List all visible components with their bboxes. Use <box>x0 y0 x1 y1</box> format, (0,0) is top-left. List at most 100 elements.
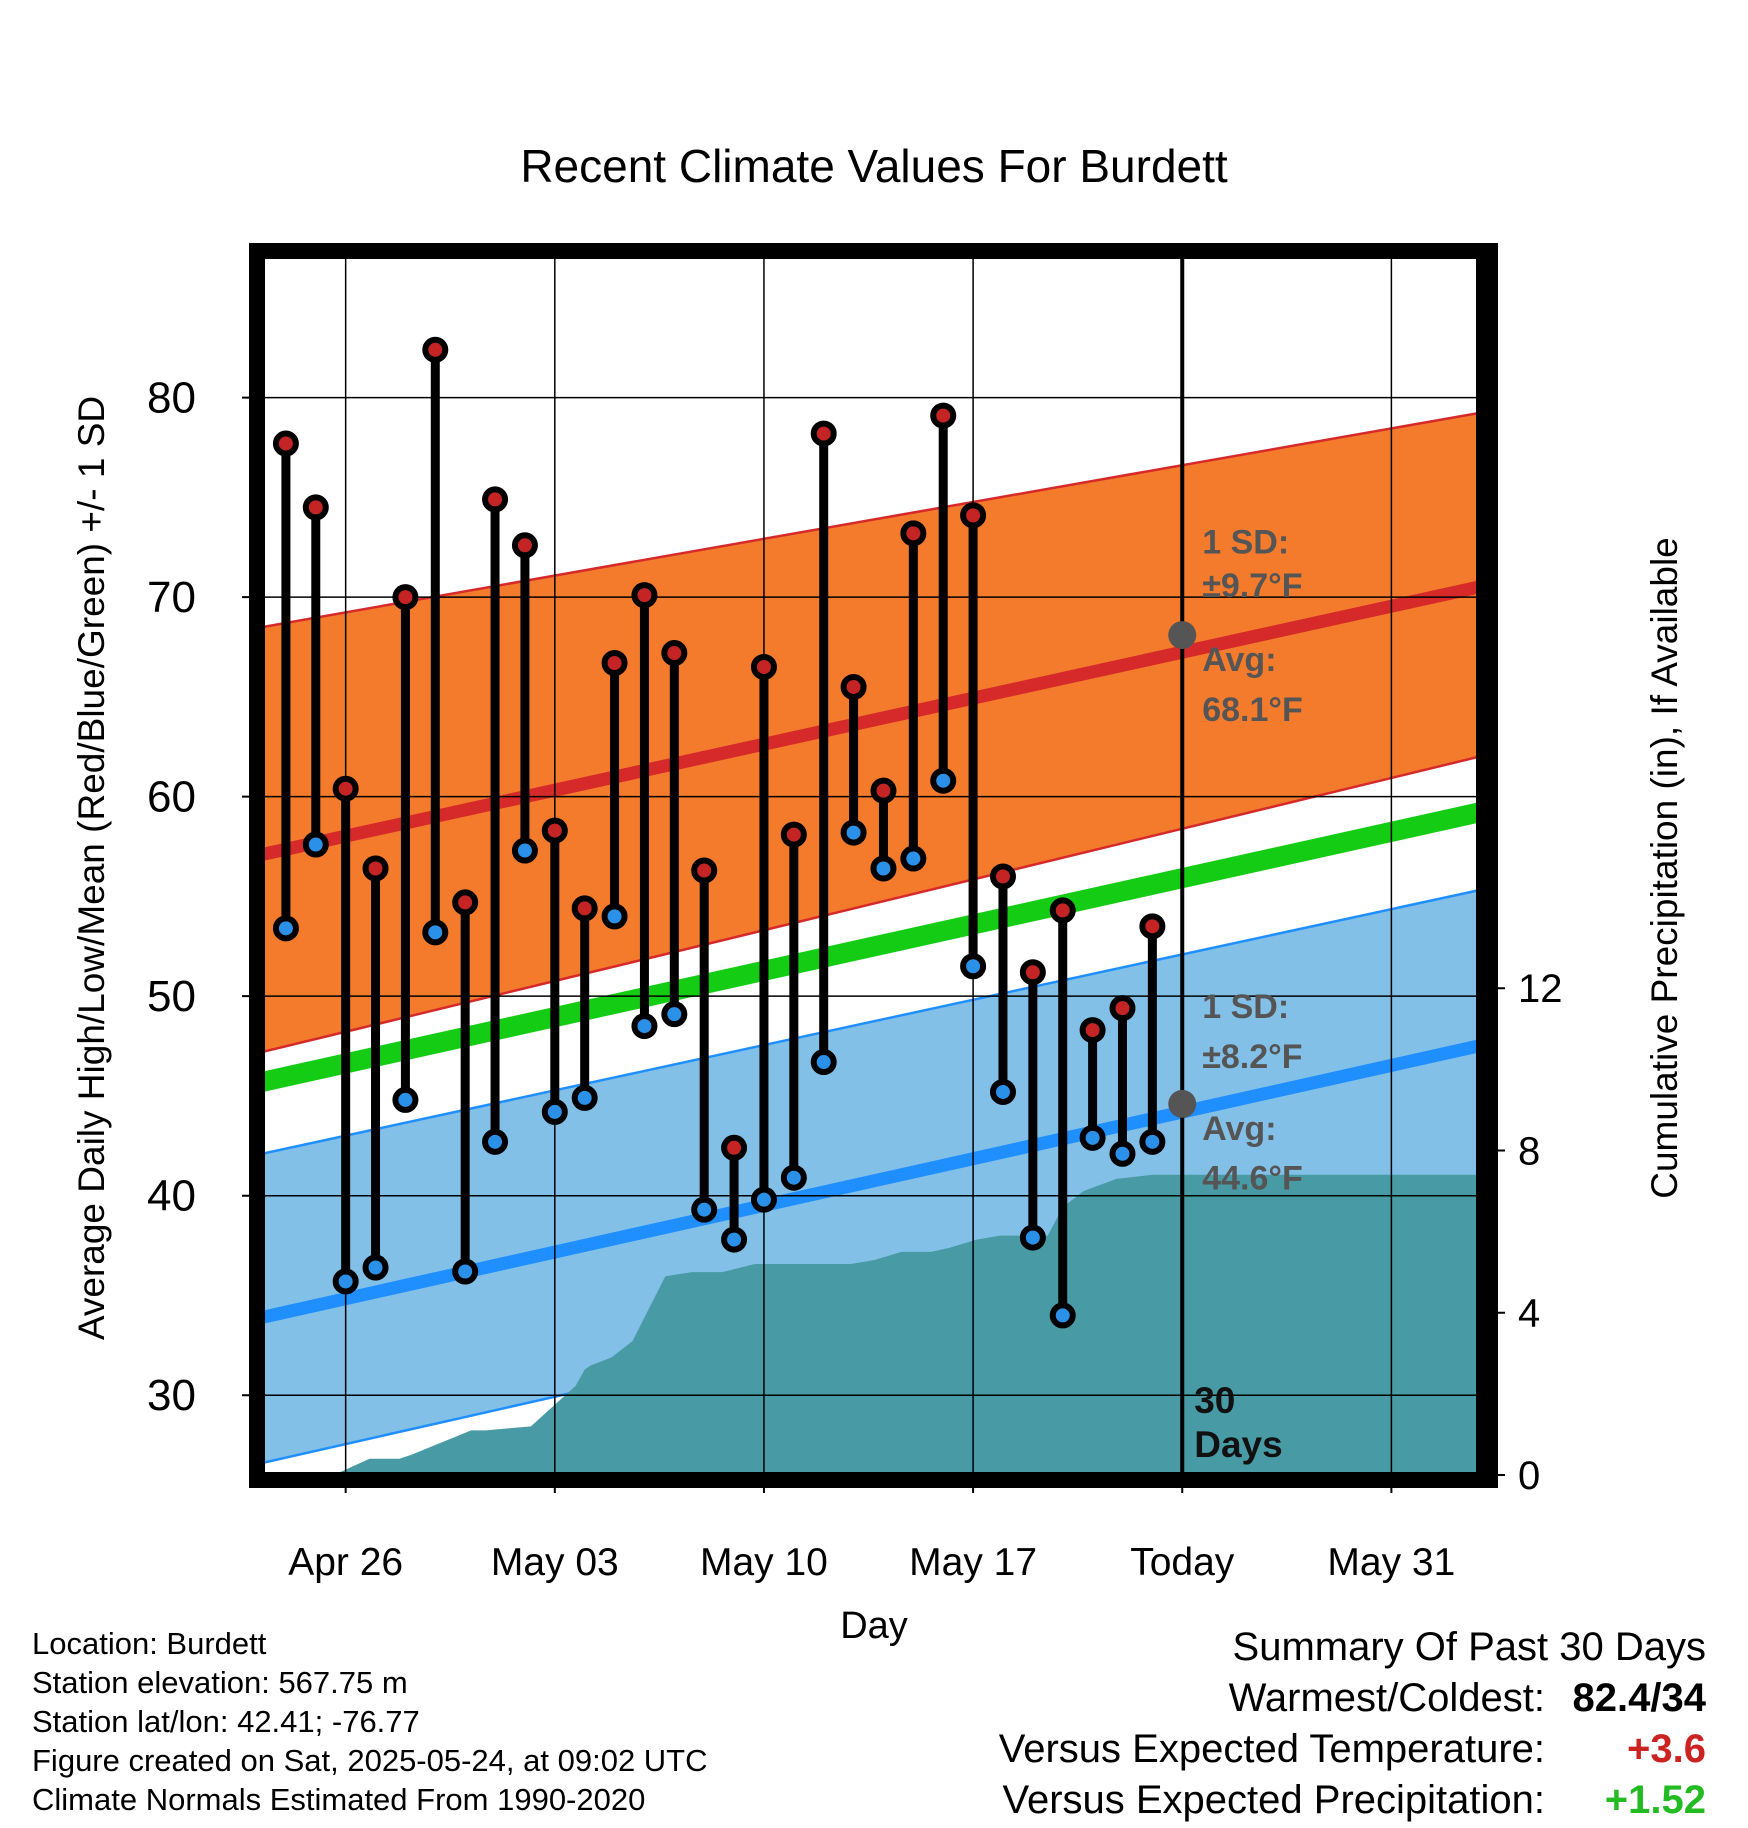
daily-low-point <box>721 1226 748 1253</box>
daily-low-point <box>780 1164 807 1191</box>
daily-low-point <box>482 1128 509 1155</box>
daily-high-point <box>571 895 598 922</box>
daily-high-point <box>1139 913 1166 940</box>
x-tick-label: Today <box>1130 1541 1235 1584</box>
y-tick-label: 30 <box>147 1371 196 1420</box>
daily-high-point <box>661 640 688 667</box>
daily-high-point <box>362 855 389 882</box>
daily-low-point <box>272 915 299 942</box>
y2-tick-label: 12 <box>1518 967 1563 1011</box>
today-marker-word: 30 <box>1194 1380 1235 1421</box>
warmest-label: Warmest/Coldest: <box>1228 1676 1545 1720</box>
daily-low-point <box>870 855 897 882</box>
y2-axis-label: Cumulative Precipitation (in), If Availa… <box>1644 537 1685 1199</box>
y-tick-label: 60 <box>147 773 196 822</box>
daily-high-point <box>302 494 329 521</box>
daily-high-point <box>392 584 419 611</box>
daily-high-point <box>960 502 987 529</box>
daily-high-point <box>750 653 777 680</box>
x-tick-label: May 31 <box>1327 1541 1455 1584</box>
daily-high-point <box>870 777 897 804</box>
daily-low-point <box>1109 1140 1136 1167</box>
x-tick-label: May 03 <box>491 1541 619 1584</box>
daily-high-point <box>840 673 867 700</box>
precip-value: +1.52 <box>1604 1778 1706 1822</box>
daily-high-point <box>601 650 628 677</box>
today-marker-word: Days <box>1194 1424 1282 1465</box>
daily-high-point <box>1019 959 1046 986</box>
temp-label: Versus Expected Temperature: <box>998 1727 1545 1771</box>
daily-low-point <box>840 819 867 846</box>
warmest-value: 82.4/34 <box>1572 1676 1706 1720</box>
high-avg-today-dot <box>1168 621 1197 650</box>
high-avg-label: Avg: <box>1202 641 1276 679</box>
daily-low-point <box>631 1013 658 1040</box>
daily-low-point <box>1049 1302 1076 1329</box>
high-sd-value: ±9.7°F <box>1202 567 1302 605</box>
daily-high-point <box>272 430 299 457</box>
axes: 30 40 50 60 70 80 0 4 8 12 Apr 26 May 03 May 10 May 1… <box>147 243 1563 1584</box>
y2-tick-label: 4 <box>1518 1292 1540 1336</box>
daily-high-point <box>989 863 1016 890</box>
summary-heading: Summary Of Past 30 Days <box>1232 1625 1706 1669</box>
daily-high-point <box>721 1134 748 1161</box>
daily-high-point <box>810 420 837 447</box>
daily-high-point <box>631 582 658 609</box>
x-tick-label: Apr 26 <box>288 1541 403 1584</box>
summary-warmest-row: Warmest/Coldest: 82.4/34 <box>999 1673 1706 1724</box>
precip-label: Versus Expected Precipitation: <box>1002 1778 1545 1822</box>
daily-low-point <box>452 1258 479 1285</box>
x-tick-label: May 17 <box>909 1541 1037 1584</box>
y-tick-label: 50 <box>147 972 196 1021</box>
daily-low-point <box>1019 1224 1046 1251</box>
data-marks <box>272 336 1166 1329</box>
summary-temp-row: Versus Expected Temperature: +3.6 <box>999 1724 1706 1775</box>
daily-low-point <box>302 831 329 858</box>
daily-high-point <box>332 775 359 802</box>
daily-low-point <box>900 845 927 872</box>
daily-low-point <box>1079 1124 1106 1151</box>
low-avg-today-dot <box>1168 1089 1197 1118</box>
y2-tick-label: 8 <box>1518 1129 1540 1173</box>
low-sd-value: ±8.2°F <box>1202 1038 1302 1076</box>
daily-high-point <box>691 857 718 884</box>
daily-low-point <box>332 1268 359 1295</box>
daily-low-point <box>392 1086 419 1113</box>
y-axis-label: Average Daily High/Low/Mean (Red/Blue/Gr… <box>71 396 112 1340</box>
daily-low-point <box>810 1049 837 1076</box>
normals-text: Climate Normals Estimated From 1990-2020 <box>32 1782 646 1817</box>
location-text: Location: Burdett <box>32 1626 267 1661</box>
high-sd-label: 1 SD: <box>1202 523 1289 561</box>
daily-low-point <box>601 903 628 930</box>
y-tick-label: 70 <box>147 573 196 622</box>
created-text: Figure created on Sat, 2025-05-24, at 09… <box>32 1743 708 1778</box>
y-tick-label: 80 <box>147 374 196 423</box>
daily-low-point <box>541 1098 568 1125</box>
temp-value: +3.6 <box>1627 1727 1706 1771</box>
daily-low-point <box>362 1254 389 1281</box>
high-average-line <box>262 578 1487 861</box>
high-avg-value: 68.1°F <box>1202 691 1303 729</box>
daily-high-point <box>422 336 449 363</box>
high-sd-upper-edge <box>262 410 1487 629</box>
daily-high-point <box>452 889 479 916</box>
daily-low-point <box>1139 1128 1166 1155</box>
daily-low-point <box>661 1001 688 1028</box>
daily-low-point <box>989 1078 1016 1105</box>
daily-low-point <box>691 1196 718 1223</box>
low-avg-value: 44.6°F <box>1202 1160 1303 1198</box>
daily-low-point <box>422 919 449 946</box>
daily-low-point <box>750 1186 777 1213</box>
daily-high-point <box>900 520 927 547</box>
station-info: Location: Burdett Station elevation: 567… <box>32 1624 708 1819</box>
daily-high-point <box>541 817 568 844</box>
latlon-text: Station lat/lon: 42.41; -76.77 <box>32 1704 420 1739</box>
daily-low-point <box>930 767 957 794</box>
chart-title: Recent Climate Values For Burdett <box>520 140 1228 192</box>
summary-panel: Summary Of Past 30 Days Warmest/Coldest:… <box>999 1622 1706 1826</box>
y2-tick-label: 0 <box>1518 1454 1540 1498</box>
today-marker-label: 30 Days <box>1194 1380 1282 1465</box>
elevation-text: Station elevation: 567.75 m <box>32 1665 408 1700</box>
daily-high-point <box>780 821 807 848</box>
y-tick-label: 40 <box>147 1172 196 1221</box>
